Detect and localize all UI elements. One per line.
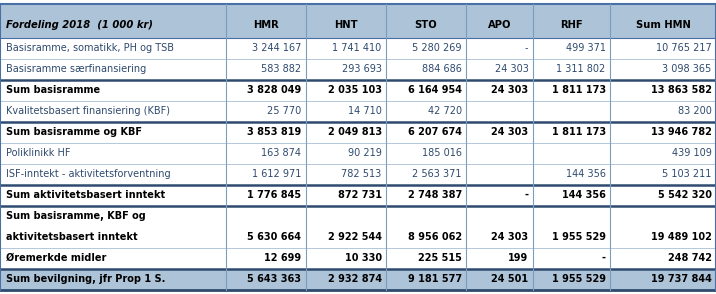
Text: 293 693: 293 693 [342, 64, 382, 74]
Text: 42 720: 42 720 [427, 106, 462, 116]
Text: 24 501: 24 501 [491, 274, 528, 284]
Text: Sum HMN: Sum HMN [636, 20, 690, 30]
Text: 10 765 217: 10 765 217 [656, 44, 712, 54]
Text: RHF: RHF [560, 20, 583, 30]
Bar [0, 269, 716, 290]
Text: STO: STO [415, 20, 437, 30]
Text: 90 219: 90 219 [348, 148, 382, 158]
Text: Fordeling 2018  (1 000 kr): Fordeling 2018 (1 000 kr) [6, 20, 153, 30]
Text: 248 742: 248 742 [668, 253, 712, 263]
Text: 6 207 674: 6 207 674 [408, 127, 462, 137]
Text: Øremerkde midler: Øremerkde midler [6, 253, 106, 263]
Text: 13 863 582: 13 863 582 [651, 85, 712, 95]
Text: Sum basisramme, KBF og: Sum basisramme, KBF og [6, 211, 145, 221]
Text: 583 882: 583 882 [261, 64, 301, 74]
Bar [0, 164, 716, 185]
Text: HNT: HNT [334, 20, 357, 30]
Text: 13 946 782: 13 946 782 [651, 127, 712, 137]
Text: Basisramme særfinansiering: Basisramme særfinansiering [6, 64, 146, 74]
Text: 1 776 845: 1 776 845 [247, 190, 301, 200]
Text: 5 643 363: 5 643 363 [248, 274, 301, 284]
Text: 83 200: 83 200 [678, 106, 712, 116]
Text: 1 811 173: 1 811 173 [551, 85, 606, 95]
Text: aktivitetsbasert inntekt: aktivitetsbasert inntekt [6, 232, 137, 242]
Text: 10 330: 10 330 [344, 253, 382, 263]
Bar [0, 185, 716, 206]
Bar [0, 101, 716, 122]
Text: 24 303: 24 303 [495, 64, 528, 74]
Text: 144 356: 144 356 [566, 169, 606, 179]
Text: 5 103 211: 5 103 211 [662, 169, 712, 179]
Text: 199: 199 [508, 253, 528, 263]
Text: 185 016: 185 016 [422, 148, 462, 158]
Text: 24 303: 24 303 [491, 232, 528, 242]
Text: 5 630 664: 5 630 664 [248, 232, 301, 242]
Text: 884 686: 884 686 [422, 64, 462, 74]
Text: 2 748 387: 2 748 387 [407, 190, 462, 200]
Text: ISF-inntekt - aktivitetsforventning: ISF-inntekt - aktivitetsforventning [6, 169, 170, 179]
Text: Basisramme, somatikk, PH og TSB: Basisramme, somatikk, PH og TSB [6, 44, 174, 54]
Text: 1 955 529: 1 955 529 [552, 232, 606, 242]
Bar [0, 59, 716, 80]
Text: -: - [601, 253, 606, 263]
Bar [0, 80, 716, 101]
Text: 1 311 802: 1 311 802 [556, 64, 606, 74]
Text: 782 513: 782 513 [342, 169, 382, 179]
Text: 1 811 173: 1 811 173 [551, 127, 606, 137]
Text: 1 955 529: 1 955 529 [552, 274, 606, 284]
Text: 8 956 062: 8 956 062 [407, 232, 462, 242]
Text: 144 356: 144 356 [562, 190, 606, 200]
Text: 439 109: 439 109 [672, 148, 712, 158]
Text: 9 181 577: 9 181 577 [407, 274, 462, 284]
Text: 872 731: 872 731 [338, 190, 382, 200]
Text: 2 049 813: 2 049 813 [327, 127, 382, 137]
Text: 5 280 269: 5 280 269 [412, 44, 462, 54]
Text: 5 542 320: 5 542 320 [658, 190, 712, 200]
Bar [0, 4, 716, 38]
Bar [0, 122, 716, 143]
Bar [0, 206, 716, 248]
Bar [0, 248, 716, 269]
Text: 1 741 410: 1 741 410 [332, 44, 382, 54]
Text: Sum aktivitetsbasert inntekt: Sum aktivitetsbasert inntekt [6, 190, 165, 200]
Text: 19 489 102: 19 489 102 [651, 232, 712, 242]
Text: 2 035 103: 2 035 103 [328, 85, 382, 95]
Text: 24 303: 24 303 [491, 127, 528, 137]
Bar [0, 38, 716, 59]
Text: 3 244 167: 3 244 167 [252, 44, 301, 54]
Text: 1 612 971: 1 612 971 [252, 169, 301, 179]
Text: 12 699: 12 699 [264, 253, 301, 263]
Text: 225 515: 225 515 [418, 253, 462, 263]
Text: Kvalitetsbasert finansiering (KBF): Kvalitetsbasert finansiering (KBF) [6, 106, 170, 116]
Text: 3 828 049: 3 828 049 [247, 85, 301, 95]
Text: 6 164 954: 6 164 954 [408, 85, 462, 95]
Text: 25 770: 25 770 [267, 106, 301, 116]
Text: 14 710: 14 710 [348, 106, 382, 116]
Text: 499 371: 499 371 [566, 44, 606, 54]
Bar [0, 143, 716, 164]
Text: 3 098 365: 3 098 365 [662, 64, 712, 74]
Text: 3 853 819: 3 853 819 [247, 127, 301, 137]
Text: Sum basisramme: Sum basisramme [6, 85, 100, 95]
Text: APO: APO [488, 20, 511, 30]
Text: Poliklinikk HF: Poliklinikk HF [6, 148, 70, 158]
Text: HMR: HMR [253, 20, 279, 30]
Text: 2 922 544: 2 922 544 [328, 232, 382, 242]
Text: -: - [525, 44, 528, 54]
Text: 2 563 371: 2 563 371 [412, 169, 462, 179]
Text: 24 303: 24 303 [491, 85, 528, 95]
Text: 19 737 844: 19 737 844 [651, 274, 712, 284]
Text: -: - [524, 190, 528, 200]
Text: Sum bevilgning, jfr Prop 1 S.: Sum bevilgning, jfr Prop 1 S. [6, 274, 165, 284]
Text: 2 932 874: 2 932 874 [327, 274, 382, 284]
Text: Sum basisramme og KBF: Sum basisramme og KBF [6, 127, 142, 137]
Text: 163 874: 163 874 [261, 148, 301, 158]
